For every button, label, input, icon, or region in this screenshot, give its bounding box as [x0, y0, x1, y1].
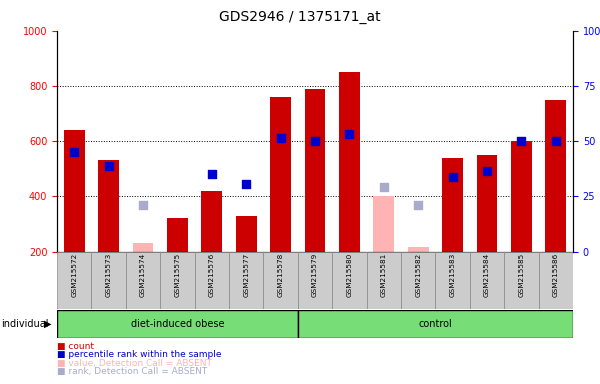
Text: diet-induced obese: diet-induced obese: [131, 319, 224, 329]
Text: ■ count: ■ count: [57, 342, 94, 351]
Text: control: control: [419, 319, 452, 329]
Bar: [160, 252, 194, 309]
Bar: [57, 310, 298, 338]
Bar: [126, 252, 160, 309]
Point: [104, 163, 113, 169]
Point: [517, 138, 526, 144]
Point: [138, 202, 148, 208]
Point: [207, 171, 217, 177]
Text: GSM215573: GSM215573: [106, 253, 112, 298]
Text: GSM215575: GSM215575: [175, 253, 181, 298]
Bar: [229, 252, 263, 309]
Text: ■ percentile rank within the sample: ■ percentile rank within the sample: [57, 350, 221, 359]
Text: GDS2946 / 1375171_at: GDS2946 / 1375171_at: [219, 10, 381, 23]
Bar: [270, 97, 291, 252]
Text: GSM215578: GSM215578: [278, 253, 284, 298]
Point: [482, 169, 492, 175]
Bar: [539, 252, 573, 309]
Bar: [167, 218, 188, 252]
Bar: [57, 252, 91, 309]
Point: [344, 131, 354, 137]
Text: ■ value, Detection Call = ABSENT: ■ value, Detection Call = ABSENT: [57, 359, 212, 368]
Bar: [470, 252, 504, 309]
Bar: [91, 252, 126, 309]
Point: [70, 149, 79, 155]
Bar: [476, 155, 497, 252]
Point: [276, 135, 286, 141]
Point: [379, 184, 389, 190]
Text: GSM215584: GSM215584: [484, 253, 490, 298]
Text: GSM215576: GSM215576: [209, 253, 215, 298]
Bar: [202, 191, 222, 252]
Text: individual: individual: [1, 319, 49, 329]
Bar: [436, 252, 470, 309]
Bar: [98, 161, 119, 252]
Point: [413, 202, 423, 208]
Bar: [511, 141, 532, 252]
Text: GSM215574: GSM215574: [140, 253, 146, 298]
Bar: [339, 72, 360, 252]
Text: GSM215580: GSM215580: [346, 253, 352, 298]
Bar: [401, 252, 436, 309]
Bar: [305, 89, 325, 252]
Text: GSM215583: GSM215583: [449, 253, 455, 298]
Bar: [332, 252, 367, 309]
Text: ▶: ▶: [44, 319, 52, 329]
Text: GSM215579: GSM215579: [312, 253, 318, 298]
Bar: [373, 196, 394, 252]
Bar: [298, 252, 332, 309]
Bar: [263, 252, 298, 309]
Bar: [367, 252, 401, 309]
Bar: [194, 252, 229, 309]
Bar: [298, 310, 573, 338]
Bar: [504, 252, 539, 309]
Text: GSM215581: GSM215581: [381, 253, 387, 298]
Bar: [133, 243, 154, 252]
Point: [310, 138, 320, 144]
Bar: [545, 100, 566, 252]
Text: ■ rank, Detection Call = ABSENT: ■ rank, Detection Call = ABSENT: [57, 367, 207, 376]
Point: [448, 174, 457, 180]
Bar: [408, 247, 428, 252]
Text: GSM215586: GSM215586: [553, 253, 559, 298]
Text: GSM215577: GSM215577: [243, 253, 249, 298]
Bar: [236, 216, 257, 252]
Text: GSM215572: GSM215572: [71, 253, 77, 298]
Bar: [64, 130, 85, 252]
Text: GSM215582: GSM215582: [415, 253, 421, 298]
Point: [241, 181, 251, 187]
Text: GSM215585: GSM215585: [518, 253, 524, 298]
Bar: [442, 158, 463, 252]
Point: [551, 138, 560, 144]
